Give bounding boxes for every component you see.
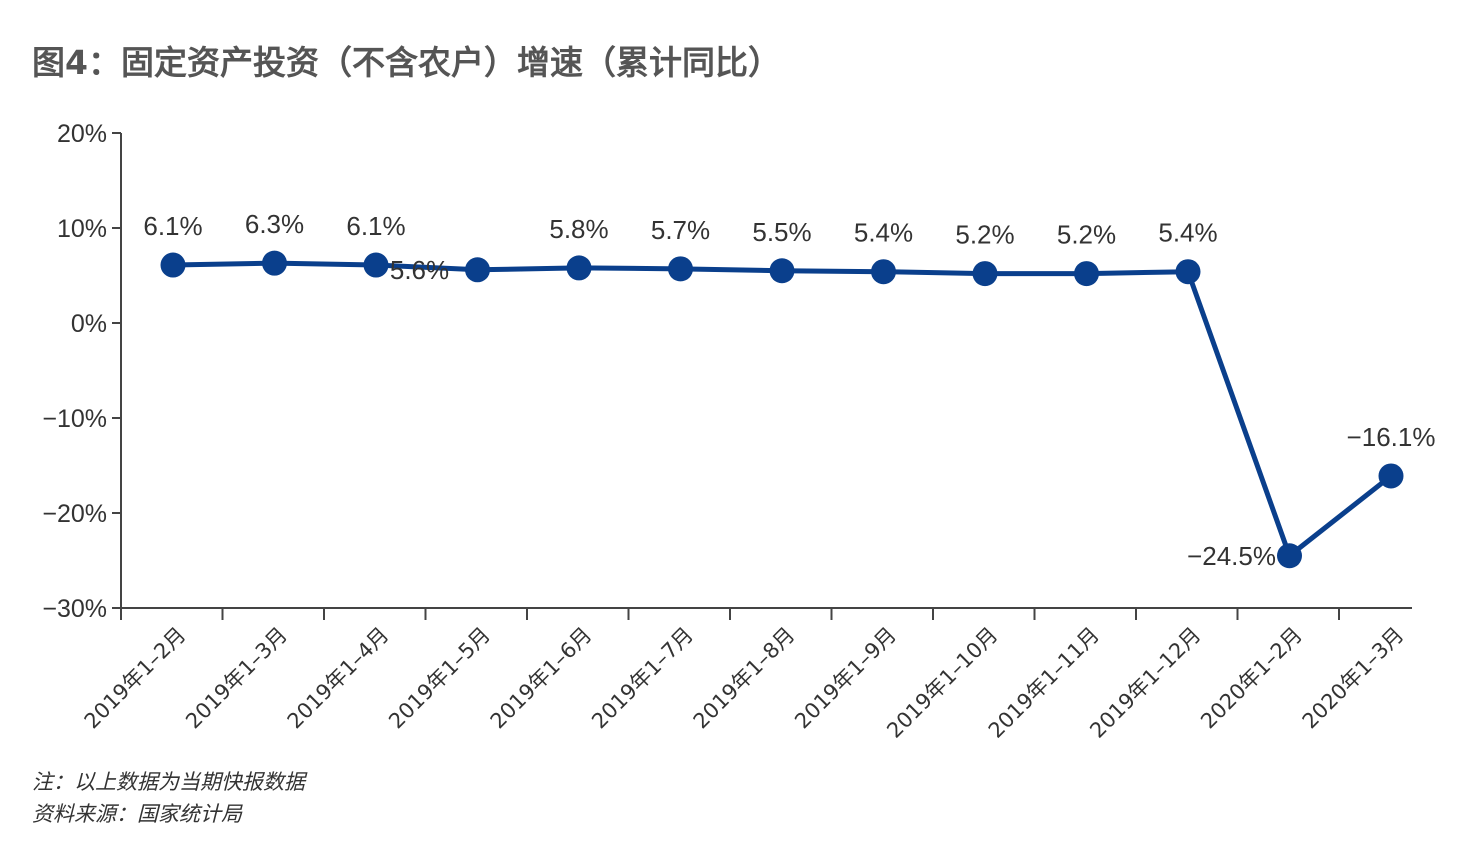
footnote-note: 注：以上数据为当期快报数据 — [32, 770, 305, 794]
y-tick-label: −20% — [42, 500, 107, 528]
data-label: 5.2% — [955, 220, 1014, 250]
y-tick-label: 0% — [71, 310, 107, 338]
data-label: −16.1% — [1347, 422, 1436, 452]
data-label: 5.5% — [752, 217, 811, 247]
x-tick-label: 2019年1–7月 — [587, 623, 698, 734]
data-point — [465, 257, 490, 283]
x-tick-label: 2020年1–3月 — [1298, 623, 1409, 734]
y-tick-label: −10% — [42, 405, 107, 433]
x-tick-label: 2019年1–5月 — [384, 623, 495, 734]
x-tick-label: 2019年1–8月 — [689, 623, 800, 734]
data-point — [1378, 463, 1404, 489]
data-point — [566, 255, 592, 281]
chart-series — [160, 250, 1404, 569]
data-point — [1277, 543, 1302, 569]
y-tick-label: −30% — [42, 595, 107, 623]
data-label: −24.5% — [1187, 541, 1276, 571]
data-label: 5.8% — [549, 214, 608, 244]
data-point — [160, 252, 186, 278]
x-tick-label: 2019年1–3月 — [181, 623, 292, 734]
data-point — [972, 261, 998, 287]
data-point — [871, 259, 896, 285]
y-tick-label: 10% — [57, 215, 107, 243]
data-point — [1175, 259, 1201, 285]
data-point — [363, 252, 389, 278]
data-point — [769, 258, 795, 284]
x-tick-label: 2020年1–2月 — [1196, 623, 1307, 734]
x-tick-label: 2019年1–9月 — [790, 623, 901, 734]
data-label: 6.1% — [346, 211, 405, 241]
data-point — [668, 256, 693, 282]
data-label: 5.4% — [854, 218, 913, 248]
chart-data-labels: 6.1% 6.3% 6.1% 5.6% 5.8% 5.7% 5.5% 5.4% 5.2% 5.2%… — [143, 209, 1435, 571]
x-tick-label: 2019年1–12月 — [1085, 623, 1205, 743]
data-label: 5.6% — [390, 255, 449, 285]
x-tick-label: 2019年1–2月 — [80, 623, 191, 734]
footnote-source: 资料来源：国家统计局 — [32, 802, 242, 826]
data-point — [1074, 261, 1099, 287]
chart-title: 图4：固定资产投资（不含农户）增速（累计同比） — [32, 43, 781, 82]
data-label: 5.4% — [1158, 218, 1217, 248]
data-label: 6.3% — [245, 209, 304, 239]
y-tick-label: 20% — [57, 120, 107, 148]
data-label: 5.7% — [651, 215, 710, 245]
data-label: 5.2% — [1057, 220, 1116, 250]
x-tick-label: 2019年1–6月 — [486, 623, 597, 734]
data-label: 6.1% — [143, 211, 202, 241]
data-point — [262, 250, 287, 276]
x-tick-label: 2019年1–4月 — [283, 623, 394, 734]
series-line — [172, 260, 1393, 559]
